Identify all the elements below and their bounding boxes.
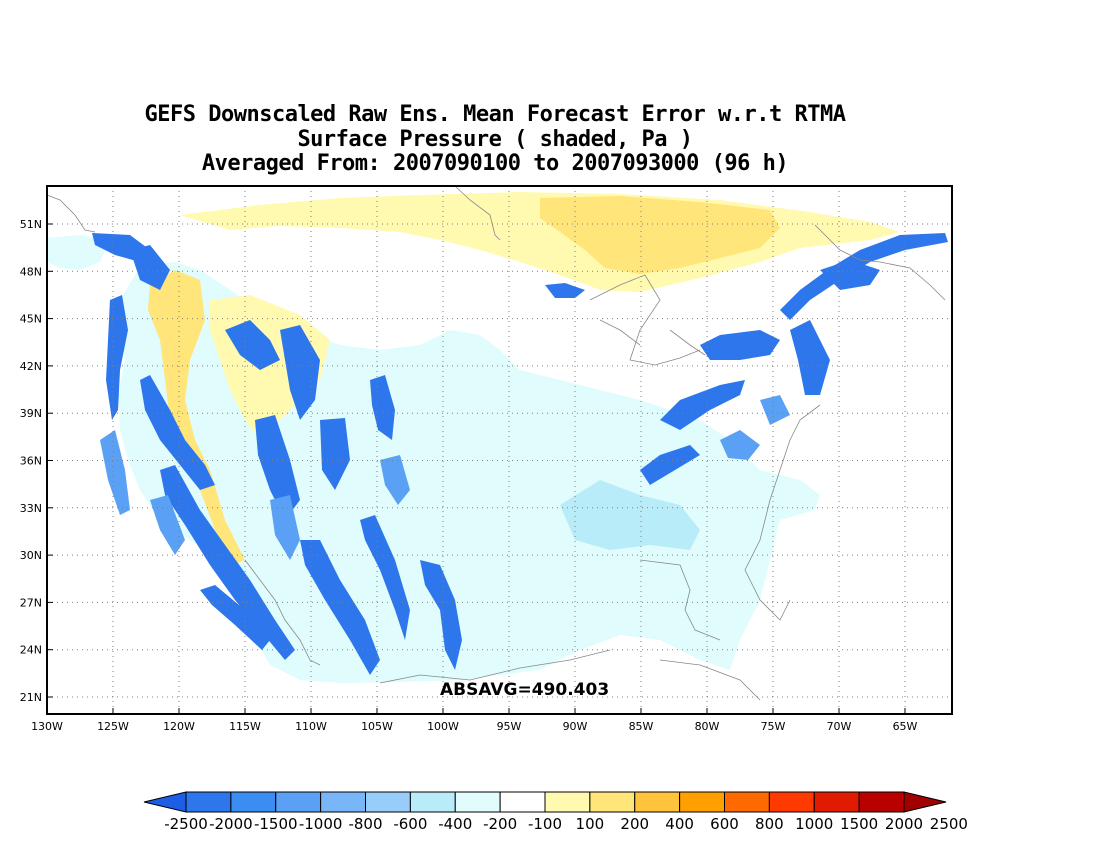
lat-tick-label: 48N xyxy=(20,265,42,278)
colorbar-label: -400 xyxy=(438,815,472,833)
plot-frame xyxy=(46,185,953,715)
lon-tick-labels: 130W 125W 120W 115W 110W 105W 100W 95W 90W 85W 80W… xyxy=(31,708,918,733)
lat-tick-label: 21N xyxy=(20,691,42,704)
colorbar-swatch xyxy=(858,791,905,813)
lat-tick-label: 30N xyxy=(20,549,42,562)
colorbar-labels: -2500 -2000 -1500 -1000 -800 -600 -400 -200 -100… xyxy=(164,815,968,833)
shade-blue-east xyxy=(545,233,948,485)
lon-tick-label: 95W xyxy=(497,720,522,733)
colorbar-label: 100 xyxy=(576,815,605,833)
colorbar-arrow-high xyxy=(903,791,947,813)
shade-blue-west xyxy=(92,233,462,675)
lat-tick-label: 36N xyxy=(20,455,42,468)
shade-blue-light-east xyxy=(720,395,790,460)
lon-tick-label: 80W xyxy=(695,720,720,733)
colorbar-swatch xyxy=(365,791,411,813)
lat-tick-label: 42N xyxy=(20,360,42,373)
colorbar-label: 1000 xyxy=(795,815,833,833)
colorbar xyxy=(143,791,947,813)
shaded-field xyxy=(47,192,948,683)
colorbar-swatch xyxy=(724,791,770,813)
colorbar-label: -2000 xyxy=(209,815,253,833)
map-title: GEFS Downscaled Raw Ens. Mean Forecast E… xyxy=(144,102,846,127)
colorbar-arrow-low xyxy=(143,791,187,813)
colorbar-swatch xyxy=(813,791,860,813)
colorbar-label: -600 xyxy=(393,815,427,833)
absavg-label: ABSAVG=490.403 xyxy=(440,680,609,700)
lat-tick-label: 24N xyxy=(20,644,42,657)
colorbar-label: 2000 xyxy=(885,815,923,833)
shade-yellow-core xyxy=(540,196,780,274)
colorbar-label: -200 xyxy=(483,815,517,833)
colorbar-label: 400 xyxy=(665,815,694,833)
lat-tick-label: 39N xyxy=(20,407,42,420)
colorbar-label: 200 xyxy=(620,815,649,833)
colorbar-label: -800 xyxy=(348,815,382,833)
colorbar-label: 1500 xyxy=(840,815,878,833)
colorbar-swatch xyxy=(499,791,546,813)
lon-tick-label: 115W xyxy=(229,720,261,733)
map-subtitle: Surface Pressure ( shaded, Pa ) xyxy=(297,127,693,152)
colorbar-swatch xyxy=(185,791,232,813)
lon-tick-label: 100W xyxy=(427,720,459,733)
lon-tick-label: 105W xyxy=(361,720,393,733)
lon-tick-label: 90W xyxy=(563,720,588,733)
colorbar-swatch xyxy=(589,791,636,813)
colorbar-label: -100 xyxy=(528,815,562,833)
lat-tick-label: 45N xyxy=(20,313,42,326)
colorbar-label: -2500 xyxy=(164,815,208,833)
colorbar-swatch xyxy=(320,791,366,813)
lon-tick-label: 70W xyxy=(827,720,852,733)
colorbar-label: 600 xyxy=(710,815,739,833)
colorbar-label: 800 xyxy=(755,815,784,833)
lon-tick-label: 85W xyxy=(629,720,654,733)
lon-tick-label: 130W xyxy=(31,720,63,733)
lon-tick-label: 110W xyxy=(295,720,327,733)
colorbar-swatch xyxy=(409,791,456,813)
colorbar-swatch xyxy=(679,791,725,813)
colorbar-swatch xyxy=(454,791,501,813)
map-period: Averaged From: 2007090100 to 2007093000 … xyxy=(201,151,789,176)
lon-tick-label: 75W xyxy=(761,720,786,733)
coastline xyxy=(46,185,946,701)
colorbar-swatch xyxy=(544,791,591,813)
lon-tick-label: 120W xyxy=(163,720,195,733)
lat-tick-label: 51N xyxy=(20,218,42,231)
shade-light-cyan-west xyxy=(47,235,110,270)
lat-tick-label: 27N xyxy=(20,596,42,609)
shade-light-cyan-gulf xyxy=(560,480,700,550)
shade-blue-light-west xyxy=(100,430,410,560)
lat-tick-labels: 51N 48N 45N 42N 39N 36N 33N 30N 27N 24N 21N xyxy=(20,218,53,704)
colorbar-swatch xyxy=(768,791,815,813)
colorbar-swatch xyxy=(230,791,277,813)
lon-tick-label: 125W xyxy=(97,720,129,733)
colorbar-label: -1500 xyxy=(254,815,298,833)
shade-yellow-west xyxy=(148,270,245,565)
graticule xyxy=(47,186,952,714)
lon-tick-label: 65W xyxy=(893,720,918,733)
colorbar-swatch xyxy=(634,791,681,813)
lat-tick-label: 33N xyxy=(20,502,42,515)
colorbar-label: -1000 xyxy=(299,815,343,833)
colorbar-label: 2500 xyxy=(930,815,968,833)
colorbar-swatch xyxy=(275,791,322,813)
